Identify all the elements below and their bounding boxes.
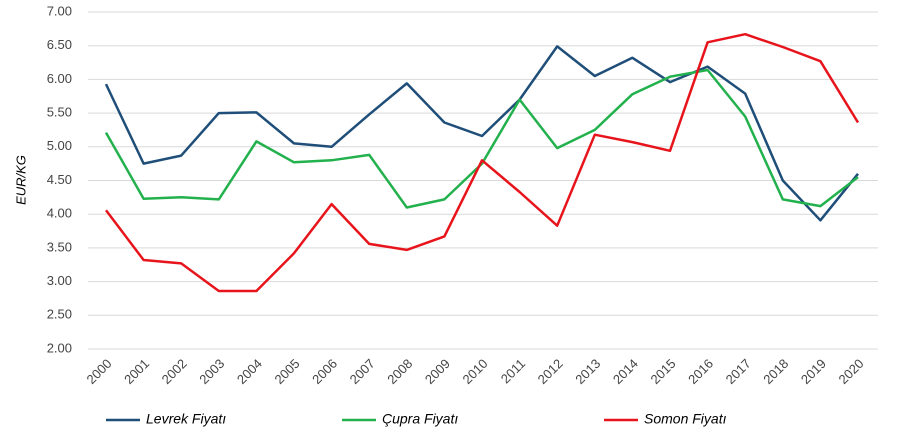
x-tick-label: 2014	[610, 356, 641, 387]
x-tick-label: 2015	[647, 356, 678, 387]
y-axis-label: EUR/KG	[13, 155, 28, 205]
y-tick-label: 6.00	[47, 71, 72, 86]
legend-label: Somon Fiyatı	[644, 411, 727, 427]
x-tick-label: 2018	[760, 356, 791, 387]
x-tick-label: 2010	[459, 356, 490, 387]
y-tick-label: 6.50	[47, 37, 72, 52]
y-tick-label: 5.50	[47, 105, 72, 120]
legend-label: Çupra Fiyatı	[382, 411, 458, 427]
y-tick-label: 5.00	[47, 138, 72, 153]
y-tick-label: 2.00	[47, 340, 72, 355]
x-tick-label: 2017	[723, 356, 754, 387]
x-tick-label: 2013	[572, 356, 603, 387]
x-tick-label: 2009	[422, 356, 453, 387]
x-tick-label: 2002	[159, 356, 190, 387]
y-tick-label: 7.00	[47, 3, 72, 18]
x-tick-label: 2008	[384, 356, 415, 387]
x-tick-label: 2012	[535, 356, 566, 387]
line-series	[104, 45, 859, 222]
y-tick-label: 3.50	[47, 239, 72, 254]
x-tick-label: 2011	[498, 356, 528, 386]
y-tick-label: 4.00	[47, 206, 72, 221]
y-tick-label: 3.00	[47, 273, 72, 288]
line-series	[105, 32, 860, 293]
x-tick-label: 2005	[271, 356, 302, 387]
x-tick-label: 2000	[83, 356, 114, 387]
legend-label: Levrek Fiyatı	[146, 411, 226, 427]
x-tick-label: 2003	[196, 356, 227, 387]
y-tick-label: 4.50	[47, 172, 72, 187]
x-tick-label: 2020	[835, 356, 866, 387]
x-tick-label: 2004	[234, 356, 265, 387]
x-tick-label: 2016	[685, 356, 716, 387]
x-tick-label: 2001	[121, 356, 152, 387]
x-tick-label: 2007	[347, 356, 378, 387]
line-series	[104, 68, 859, 209]
x-tick-label: 2006	[309, 356, 340, 387]
y-tick-label: 2.50	[47, 307, 72, 322]
x-tick-label: 2019	[798, 356, 829, 387]
